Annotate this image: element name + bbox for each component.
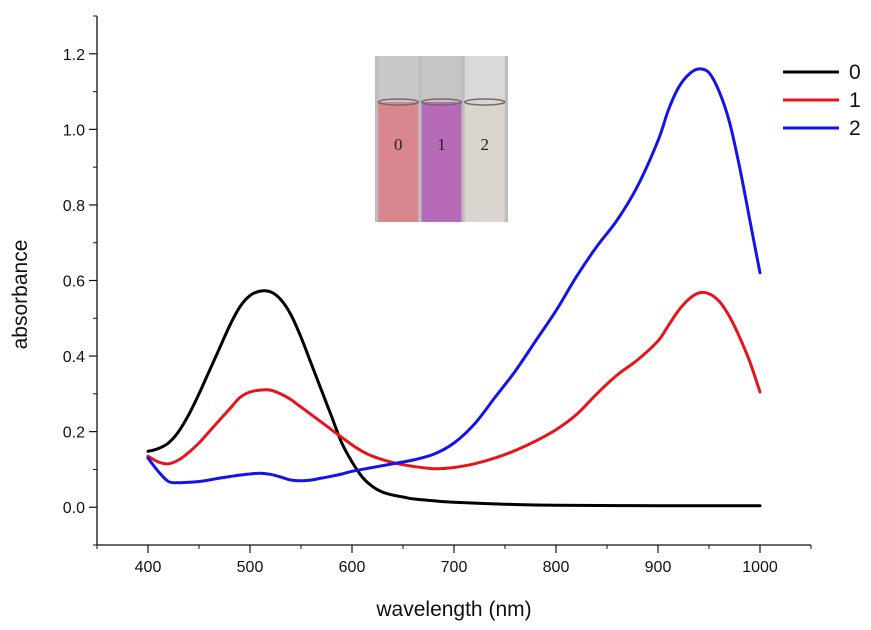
vial: 2 [463, 56, 506, 222]
y-tick-label: 0.4 [63, 349, 85, 366]
vial-label: 2 [481, 135, 490, 154]
vial-liquid [421, 102, 462, 222]
vial-liquid [464, 102, 505, 222]
x-tick-label: 500 [237, 559, 264, 576]
legend-item: 2 [783, 117, 861, 140]
y-ticks: 0.0 0.2 0.4 0.6 0.8 1.0 1.2 [63, 15, 97, 546]
vial: 1 [420, 56, 463, 222]
legend-item: 0 [783, 61, 861, 84]
x-tick-label: 1000 [742, 559, 778, 576]
vial-empty-top [421, 56, 462, 102]
y-tick-label: 1.2 [63, 47, 85, 64]
vial-label: 0 [394, 135, 403, 154]
vial: 0 [377, 56, 420, 222]
y-tick-label: 1.0 [63, 122, 85, 139]
x-tick-label: 700 [441, 559, 468, 576]
x-tick-label: 900 [645, 559, 672, 576]
vial-label: 1 [437, 135, 446, 154]
vial-empty-top [464, 56, 505, 102]
y-tick-label: 0.6 [63, 274, 85, 291]
vial-empty-top [378, 56, 419, 102]
vial-meniscus [463, 98, 506, 106]
x-tick-label: 400 [135, 559, 162, 576]
x-tick-label: 800 [543, 559, 570, 576]
series-line-2 [146, 67, 762, 485]
vial-meniscus [420, 98, 463, 106]
x-ticks: 400 500 600 700 800 900 1000 [96, 545, 812, 576]
legend: 0 1 2 [783, 61, 861, 140]
y-tick-label: 0.2 [63, 425, 85, 442]
y-tick-label: 0.8 [63, 198, 85, 215]
x-axis-title: wavelength (nm) [375, 598, 531, 621]
series-line-0 [146, 289, 762, 508]
y-axis-title: absorbance [9, 240, 32, 350]
vial-photo-inset: 0 1 2 [375, 56, 508, 222]
vial-meniscus [377, 98, 420, 106]
legend-label: 2 [849, 117, 861, 140]
legend-label: 0 [849, 61, 861, 84]
x-tick-label: 600 [339, 559, 366, 576]
series-lines [146, 67, 762, 508]
legend-label: 1 [849, 89, 861, 112]
vial-liquid [378, 102, 419, 222]
y-tick-label: 0.0 [63, 500, 85, 517]
legend-item: 1 [783, 89, 861, 112]
